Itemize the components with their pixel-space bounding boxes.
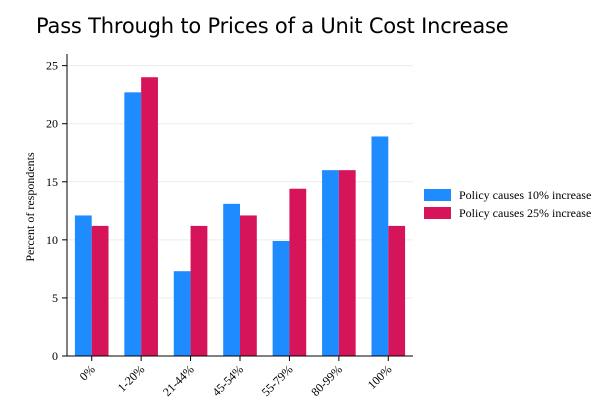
x-tick-label: 100%: [365, 362, 395, 392]
y-tick-label: 0: [52, 349, 58, 363]
bar-series-2-6: [388, 225, 406, 356]
legend-swatch-1: [424, 189, 451, 201]
legend-label-1: Policy causes 10% increase: [459, 188, 591, 202]
bar-series-2-3: [240, 215, 257, 356]
bar-series-1-5: [322, 170, 339, 356]
bar-series-2-2: [190, 225, 208, 356]
bar-series-2-1: [141, 77, 158, 356]
bar-series-1-1: [124, 92, 142, 356]
x-tick-label: 55-79%: [259, 362, 296, 399]
bar-series-1-6: [371, 136, 389, 356]
bar-series-2-0: [91, 225, 109, 356]
bar-series-1-0: [74, 215, 92, 356]
x-tick-label: 0%: [77, 362, 98, 383]
bars: [74, 77, 406, 356]
y-tick-label: 5: [52, 291, 58, 305]
y-tick-label: 10: [46, 233, 58, 247]
x-tick-label: 45-54%: [209, 362, 246, 399]
x-tick-label: 21-44%: [160, 362, 197, 399]
y-tick-label: 15: [46, 175, 58, 189]
legend-swatch-2: [424, 207, 451, 219]
legend: Policy causes 10% increase Policy causes …: [424, 188, 591, 220]
x-tick-label: 1-20%: [115, 362, 148, 395]
bar-series-2-4: [289, 188, 307, 356]
bar-series-1-3: [223, 203, 240, 356]
y-axis-title: Percent of respondents: [23, 152, 37, 262]
bar-series-1-2: [173, 271, 191, 356]
bar-series-2-5: [338, 170, 356, 356]
bar-series-1-4: [272, 241, 290, 356]
x-tick-label: 80-99%: [308, 362, 345, 399]
y-tick-label: 20: [46, 117, 58, 131]
y-tick-label: 25: [46, 59, 58, 73]
legend-label-2: Policy causes 25% increase: [459, 206, 591, 220]
page-title: Pass Through to Prices of a Unit Cost In…: [36, 14, 509, 38]
